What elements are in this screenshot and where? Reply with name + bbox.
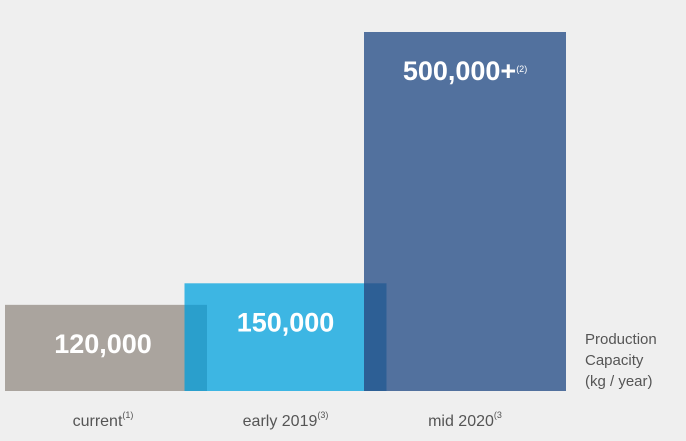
axis-label: Production [585,331,657,348]
category-text: current [73,413,123,430]
value-label-text: 120,000 [54,329,152,359]
value-label-text: 500,000+ [403,56,516,86]
axis-label: Capacity [585,352,644,369]
bar [5,304,207,391]
category-footnote: (1) [122,410,133,420]
value-label-text: 150,000 [237,307,335,337]
category-footnote: (3 [494,410,502,420]
value-label: 500,000+(2) [403,56,527,86]
category-footnote: (3) [317,410,328,420]
value-label: 150,000 [237,307,335,337]
value-label-footnote: (2) [516,64,527,74]
bar [184,283,387,391]
category-text: early 2019 [243,413,318,430]
x-tick-label: mid 2020(3 [428,410,502,430]
bar-overlap [184,304,207,391]
category-text: mid 2020 [428,413,494,430]
bar-overlap [364,283,387,391]
value-label: 120,000 [54,329,152,359]
x-tick-label: current(1) [73,410,134,430]
axis-label: (kg / year) [585,373,653,390]
x-tick-label: early 2019(3) [243,410,329,430]
bar [364,32,566,391]
